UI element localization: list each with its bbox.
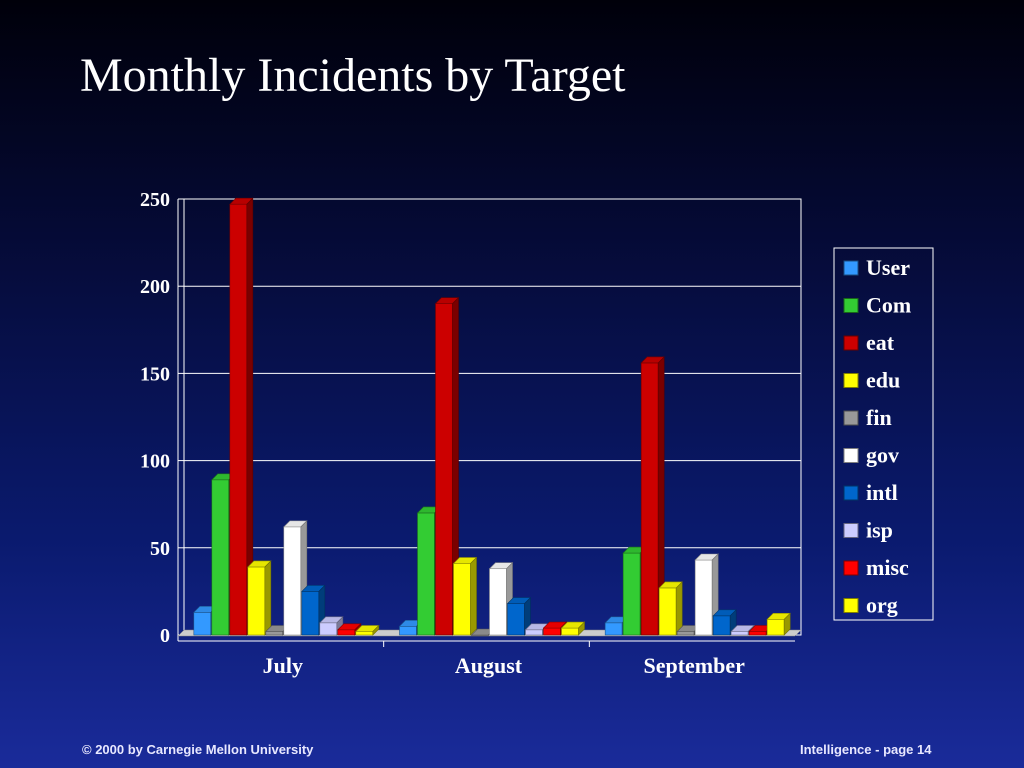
legend-label-user: User <box>866 255 910 280</box>
bar-isp-august <box>525 629 543 636</box>
legend-swatch-fin <box>843 410 859 426</box>
bar-fin-july <box>265 631 284 636</box>
bar-org-august <box>561 627 579 636</box>
legend-swatch-user <box>843 260 859 276</box>
legend-swatch-edu <box>843 373 859 388</box>
bar-misc-july <box>337 629 356 636</box>
y-tick-label: 50 <box>150 538 170 560</box>
bar-edu-july <box>247 566 266 636</box>
legend-swatch-com <box>843 298 859 313</box>
y-tick-label: 100 <box>140 451 170 473</box>
bar-eat-august <box>435 303 453 636</box>
page-number-footer: Intelligence - page 14 <box>800 742 932 757</box>
bar-user-august <box>399 625 417 636</box>
x-tick-label: August <box>455 653 523 678</box>
bar-edu-august <box>453 563 471 636</box>
legend-label-gov: gov <box>866 443 899 468</box>
legend-swatch-misc <box>843 560 859 576</box>
bar-eat-july <box>229 203 248 636</box>
legend-swatch-isp <box>843 523 859 538</box>
legend-label-isp: isp <box>866 518 893 543</box>
y-tick-label: 0 <box>160 625 170 647</box>
bar-side <box>783 612 791 636</box>
bar-intl-august <box>507 603 525 636</box>
bar-side <box>372 624 380 636</box>
bar-fin-september <box>676 631 695 636</box>
x-tick-label: July <box>263 653 303 678</box>
bar-side <box>578 621 585 636</box>
legend-label-org: org <box>866 593 898 618</box>
legend-swatch-eat <box>843 335 859 351</box>
bar-misc-august <box>543 627 561 636</box>
bar-com-july <box>211 479 230 636</box>
legend-swatch-gov <box>843 448 859 463</box>
legend-label-edu: edu <box>866 368 900 393</box>
bar-gov-august <box>489 568 507 636</box>
bar-edu-september <box>658 587 677 636</box>
legend-label-misc: misc <box>866 555 909 580</box>
legend-label-eat: eat <box>866 330 895 355</box>
legend-swatch-intl <box>843 485 859 501</box>
legend-box <box>833 247 934 621</box>
y-tick-label: 200 <box>140 276 170 298</box>
y-tick-label: 150 <box>140 363 170 385</box>
bar-com-august <box>417 512 435 636</box>
bar-side <box>264 560 272 636</box>
legend-label-intl: intl <box>866 480 898 505</box>
bar-gov-september <box>694 559 713 636</box>
y-tick-label: 250 <box>140 189 170 211</box>
bar-side <box>470 556 477 636</box>
slide-title: Monthly Incidents by Target <box>80 49 626 102</box>
bar-org-september <box>766 619 785 636</box>
bar-com-september <box>622 552 641 636</box>
legend-label-com: Com <box>866 293 911 318</box>
copyright-footer: © 2000 by Carnegie Mellon University <box>82 742 314 757</box>
bar-org-july <box>355 631 374 636</box>
bar-eat-september <box>640 362 659 636</box>
x-tick-label: September <box>643 653 745 678</box>
bar-misc-september <box>748 631 767 636</box>
bar-user-july <box>193 612 212 636</box>
bar-gov-july <box>283 526 302 636</box>
bar-intl-september <box>712 615 731 636</box>
legend-label-fin: fin <box>866 405 892 430</box>
bar-intl-july <box>301 591 320 636</box>
legend-swatch-org <box>843 598 859 613</box>
bar-isp-september <box>730 631 749 636</box>
bar-isp-july <box>319 622 338 636</box>
bar-user-september <box>604 622 623 636</box>
